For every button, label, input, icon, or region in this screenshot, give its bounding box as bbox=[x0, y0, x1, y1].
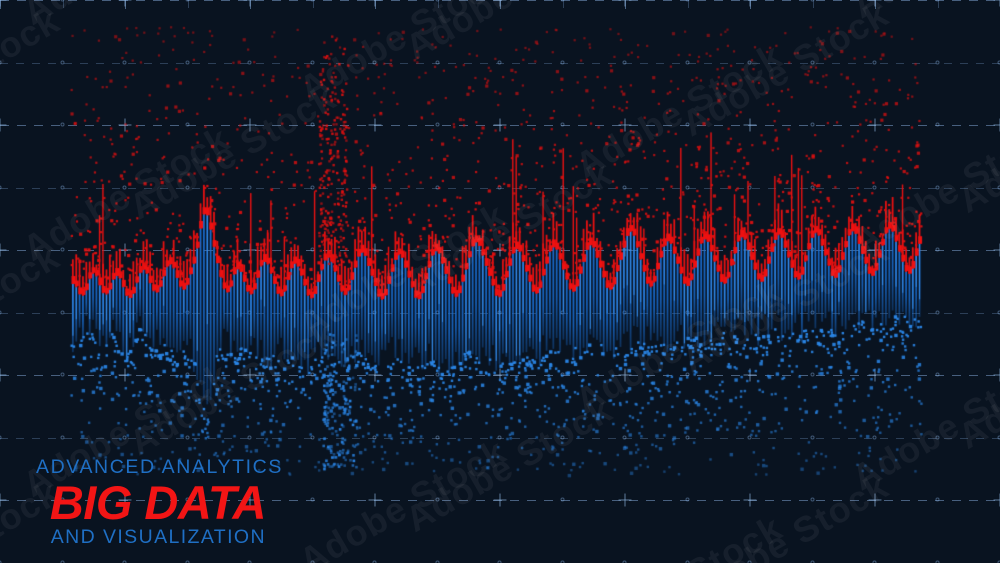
subtitle-bottom: AND VISUALIZATION bbox=[50, 526, 266, 549]
title-block: ADVANCED ANALYTICS BIG DATA AND VISUALIZ… bbox=[36, 456, 283, 549]
page-title: BIG DATA bbox=[49, 475, 267, 529]
subtitle-top: ADVANCED ANALYTICS bbox=[36, 456, 283, 478]
